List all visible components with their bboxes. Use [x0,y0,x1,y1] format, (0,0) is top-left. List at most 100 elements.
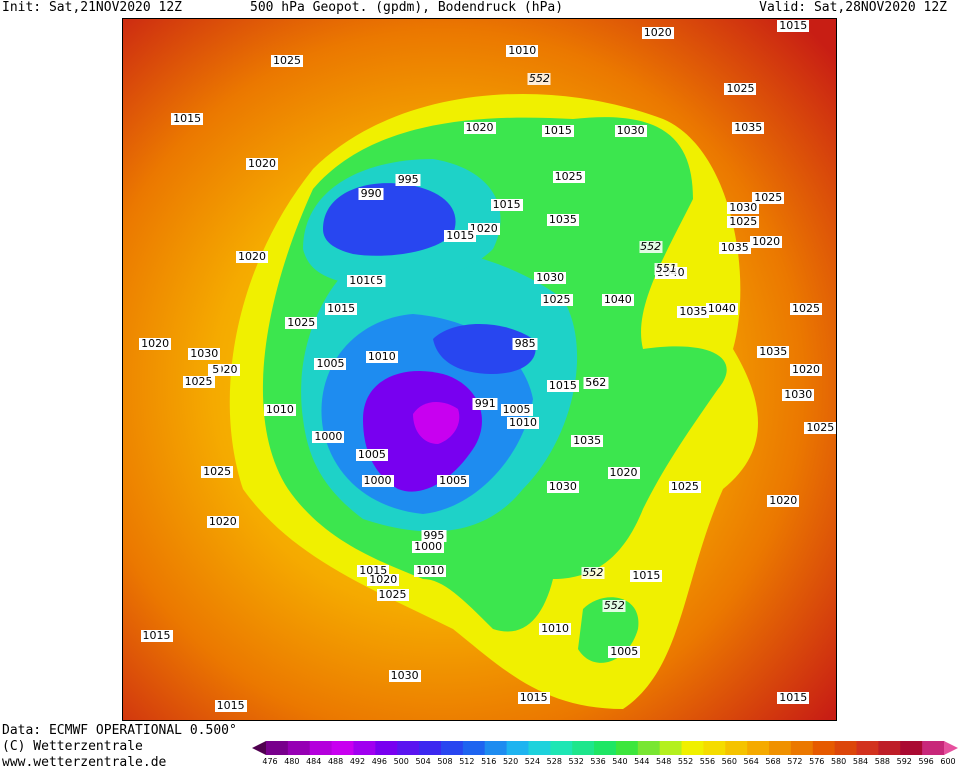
scale-segment [747,741,770,755]
scale-tick-label: 588 [874,757,891,766]
scale-tick-label: 540 [612,757,628,766]
scale-tick-label: 560 [721,757,737,766]
isobar-label: 1035 [732,120,765,134]
scale-tick-label: 532 [568,757,584,766]
scale-tick-label: 504 [415,757,431,766]
isobar-label: 1030 [546,479,579,493]
scale-segment [790,741,814,755]
valid-time-label: Valid: Sat,28NOV2020 12Z [759,0,947,15]
isobar-label: 1030 [727,201,760,215]
isobar-label: 1010 [506,415,539,429]
scale-segment [769,741,792,755]
isobar-label: 1015 [140,628,173,642]
geopotential-label: 552 [639,239,663,253]
isobar-label: 1015 [777,691,810,705]
scale-segment [419,741,442,755]
scale-segment [572,741,595,755]
isobar-label: 1015 [546,378,579,392]
isobar-label: 1005 [437,473,470,487]
scale-tick-label: 592 [896,757,912,766]
isobar-label: 1020 [463,120,496,134]
isobar-label: 1010 [365,349,398,363]
isobar-label: 1015 [357,563,390,577]
scale-segment [637,741,661,755]
scale-segment [725,741,748,755]
scale-tick-label: 580 [831,757,847,766]
isobar-label: 1005 [314,356,347,370]
scale-segment [528,741,551,755]
scale-tick-label: 600 [940,757,956,766]
scale-segment [375,741,398,755]
scale-tick-label: 572 [787,757,803,766]
scale-segment [353,741,376,755]
isobar-label: 1025 [724,82,757,96]
field-492-core [413,402,460,444]
isobar-label: 1010 [263,403,296,417]
scale-tick-label: 576 [809,757,825,766]
isobar-label: 1025 [752,191,785,205]
scale-segment [550,741,573,755]
scale-segment [878,741,901,755]
scale-segment [397,741,420,755]
scale-segment [922,741,945,755]
scale-segment [703,741,726,755]
isobar-label: 1030 [534,271,567,285]
isobar-label: 1035 [718,241,751,255]
isobar-label: 1040 [601,293,634,307]
isobar-label: 1015 [490,197,523,211]
scale-tick-label: 488 [327,757,344,766]
isobar-label: 5 [210,362,222,376]
isobar-label: 1010 [414,563,447,577]
field-516-north [323,183,456,256]
isobar-label: 1025 [727,215,760,229]
isobar-label: 1020 [607,465,640,479]
isobar-label: 1000 [312,429,345,443]
scale-tick-label: 564 [743,757,759,766]
isobar-label: 1025 [376,587,409,601]
scale-tick-label: 536 [590,757,606,766]
isobar-label: 1020 [767,494,800,508]
scale-segment [287,741,311,755]
isobar-label: 1025 [201,464,234,478]
scale-segment [856,741,879,755]
isobar-label: 1020 [367,572,400,586]
scale-segment [659,741,683,755]
scale-tick-label: 500 [393,757,409,766]
scale-segment [834,741,858,755]
scale-segment [506,741,529,755]
scale-segment [440,741,464,755]
isobar-label: 1030 [614,124,647,138]
isobar-label: 1010 [539,621,572,635]
isobar-label: 1005 [608,645,641,658]
isobar-label: 1025 [790,301,823,315]
isobar-label: 1025 [182,375,215,389]
field-blue-trough [433,324,536,374]
isobar-label: 562 [583,375,609,389]
isobar-label: 1020 [790,363,823,377]
isobar-label: 5 [374,274,386,288]
isobar-label: 1035 [546,213,579,227]
scale-tick-label: 584 [852,757,869,766]
isobar-label: 995 [421,528,447,542]
scale-segment [462,741,486,755]
isobar-label: 1015 [517,691,550,705]
isobar-label: 1015 [777,19,810,32]
scale-tick-label: 492 [349,757,366,766]
scale-tick-label: 596 [918,757,934,766]
isobar-label: 1020 [139,337,172,351]
isobar-label: 1035 [677,305,710,319]
scale-tick-label: 556 [699,757,716,766]
isobar-label: 1020 [641,26,674,40]
scale-arrow-right [944,741,958,755]
scale-segment [615,741,639,755]
isobar-label: 1030 [188,347,221,361]
scale-arrow-left [252,741,266,755]
isobar-label: 1025 [540,293,573,307]
color-scale: 476 480 484 488 492 496 500 504 508 512 516 520 524 5… [252,741,958,769]
isobar-label: 1035 [571,434,604,447]
weather-map: 1025 1010 1020 1015 1020 1015 1030 1025 1035 1020… [122,18,837,721]
isobar-label: 1000 [361,473,394,487]
isobar-label: 1015 [214,698,247,712]
copyright-label: (C) Wetterzentrale [2,739,143,754]
scale-segment [484,741,508,755]
